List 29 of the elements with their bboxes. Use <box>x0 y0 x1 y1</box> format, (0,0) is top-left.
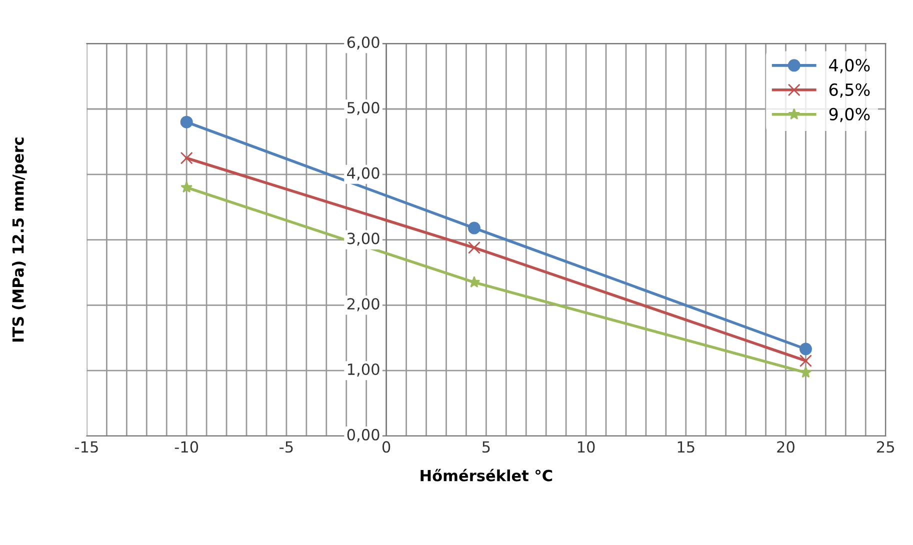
x-tick-label: 25 <box>877 441 894 453</box>
x-tick-label: 5 <box>482 441 490 453</box>
y-tick-label: 2,00 <box>347 298 380 312</box>
point <box>180 181 193 193</box>
y-axis-title: ITS (MPa) 12.5 mm/perc <box>12 138 27 342</box>
legend-label: 6,5% <box>829 83 870 98</box>
x-axis-title: Hőmérséklet °C <box>420 468 552 482</box>
y-tick-label: 6,00 <box>347 36 380 50</box>
point <box>180 116 193 128</box>
y-tick-label: 0,00 <box>347 428 380 442</box>
point <box>799 354 812 368</box>
y-tick-label: 4,00 <box>347 167 380 180</box>
y-tick-label: 5,00 <box>347 102 380 115</box>
y-tick-label: 1,00 <box>348 363 380 377</box>
x-tick-label: -15 <box>75 441 98 453</box>
point <box>468 276 480 288</box>
point <box>799 342 812 356</box>
point <box>180 152 193 164</box>
point <box>468 241 480 254</box>
x-tick-label: -10 <box>174 441 198 453</box>
point <box>468 222 480 234</box>
legend-label: 4,0% <box>829 58 870 74</box>
y-tick-label: 3,00 <box>347 232 380 246</box>
x-tick-label: -5 <box>280 441 293 453</box>
x-tick-label: 0 <box>382 441 390 453</box>
x-tick-label: 15 <box>678 441 694 453</box>
legend-label: 9,0% <box>829 108 870 122</box>
x-tick-label: 20 <box>777 441 794 453</box>
x-tick-label: 10 <box>578 441 595 453</box>
